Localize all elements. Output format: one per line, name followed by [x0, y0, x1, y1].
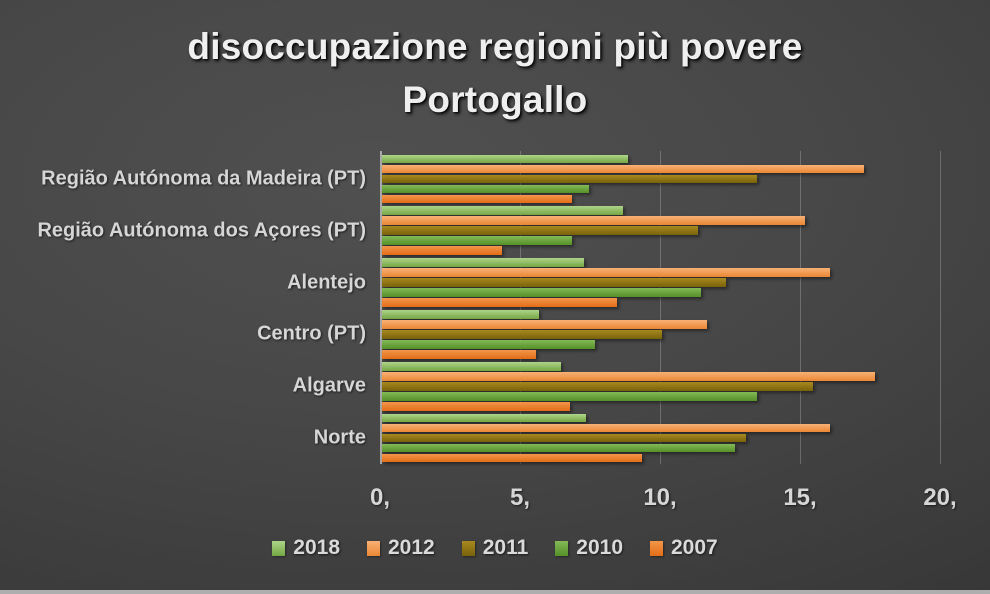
x-tick-label-20: 20, [923, 484, 957, 511]
bar-2007-category-1 [382, 194, 573, 204]
bar-group-4 [382, 309, 940, 361]
chart-title-line-1: disoccupazione regioni più povere [187, 26, 803, 67]
bar-2018-category-5 [382, 361, 562, 371]
category-label-4: Centro (PT) [257, 322, 366, 345]
legend-item-2011: 2011 [461, 536, 529, 560]
bar-2018-category-4 [382, 310, 539, 319]
legend-item-2007: 2007 [650, 536, 718, 560]
legend-label-2011: 2011 [482, 536, 529, 559]
category-label-1: Região Autónoma da Madeira (PT) [41, 167, 366, 190]
bar-2011-category-3 [382, 278, 727, 287]
bar-2010-category-6 [382, 443, 735, 453]
legend-label-2007: 2007 [671, 536, 718, 559]
slide-bottom-edge [0, 590, 990, 594]
bar-2011-category-6 [382, 433, 746, 443]
chart-title-line-2: Portogallo [402, 79, 588, 120]
bar-2012-category-2 [382, 216, 805, 226]
gridline-20 [940, 151, 941, 464]
bar-2010-category-3 [382, 288, 702, 297]
bar-2007-category-3 [382, 298, 618, 307]
bar-2010-category-2 [382, 236, 573, 246]
bar-2012-category-4 [382, 320, 707, 329]
legend-label-2018: 2018 [293, 536, 340, 559]
x-tick-label-15: 15, [783, 484, 817, 511]
bar-2011-category-5 [382, 381, 814, 391]
bar-group-2 [382, 205, 940, 257]
legend-label-2010: 2010 [576, 536, 623, 559]
legend-swatch-2012 [367, 540, 380, 556]
legend-item-2018: 2018 [272, 536, 340, 560]
bar-2007-category-5 [382, 401, 570, 411]
value-axis-labels: 0, 5, 10, 15, 20, [370, 484, 957, 512]
bar-group-1 [382, 153, 940, 205]
bar-group-5 [382, 360, 940, 412]
bar-2011-category-2 [382, 226, 699, 236]
chart-title: disoccupazione regioni più povere Portog… [0, 20, 990, 126]
bar-group-3 [382, 257, 940, 309]
bar-group-6 [382, 412, 940, 464]
category-axis: Região Autónoma da Madeira (PT) Região Au… [0, 153, 366, 464]
category-label-2: Região Autónoma dos Açores (PT) [37, 219, 366, 242]
value-axis-line [380, 151, 382, 464]
bar-2018-category-2 [382, 206, 623, 216]
plot-area [380, 151, 941, 464]
category-label-6: Norte [313, 426, 366, 449]
bar-2012-category-6 [382, 423, 830, 433]
bar-2011-category-4 [382, 330, 662, 339]
legend-swatch-2018 [272, 540, 286, 556]
x-tick-label-10: 10, [643, 484, 677, 511]
gridline-5 [520, 151, 521, 464]
bar-2018-category-6 [382, 413, 587, 423]
gridline-15 [800, 151, 801, 464]
legend-item-2010: 2010 [555, 536, 623, 560]
legend-label-2012: 2012 [388, 536, 435, 559]
bar-2018-category-1 [382, 154, 629, 164]
bar-2012-category-5 [382, 371, 875, 381]
bar-2007-category-4 [382, 350, 536, 359]
legend: 2018 2012 2011 2010 2007 [0, 536, 990, 560]
bar-2012-category-1 [382, 164, 864, 174]
legend-item-2012: 2012 [367, 536, 435, 560]
x-tick-label-0: 0, [369, 484, 391, 511]
category-label-3: Alentejo [287, 271, 366, 294]
bar-2011-category-1 [382, 174, 758, 184]
legend-swatch-2010 [555, 540, 569, 556]
bar-2010-category-5 [382, 391, 758, 401]
bar-2010-category-4 [382, 340, 595, 349]
bar-2007-category-2 [382, 246, 503, 255]
x-tick-label-5: 5, [509, 484, 531, 511]
bar-2007-category-6 [382, 453, 643, 463]
bar-2010-category-1 [382, 184, 590, 194]
bar-2018-category-3 [382, 258, 584, 267]
gridline-10 [660, 151, 661, 464]
legend-swatch-2011 [461, 540, 475, 556]
bar-2012-category-3 [382, 268, 830, 277]
category-label-5: Algarve [292, 374, 366, 397]
legend-swatch-2007 [650, 540, 663, 556]
